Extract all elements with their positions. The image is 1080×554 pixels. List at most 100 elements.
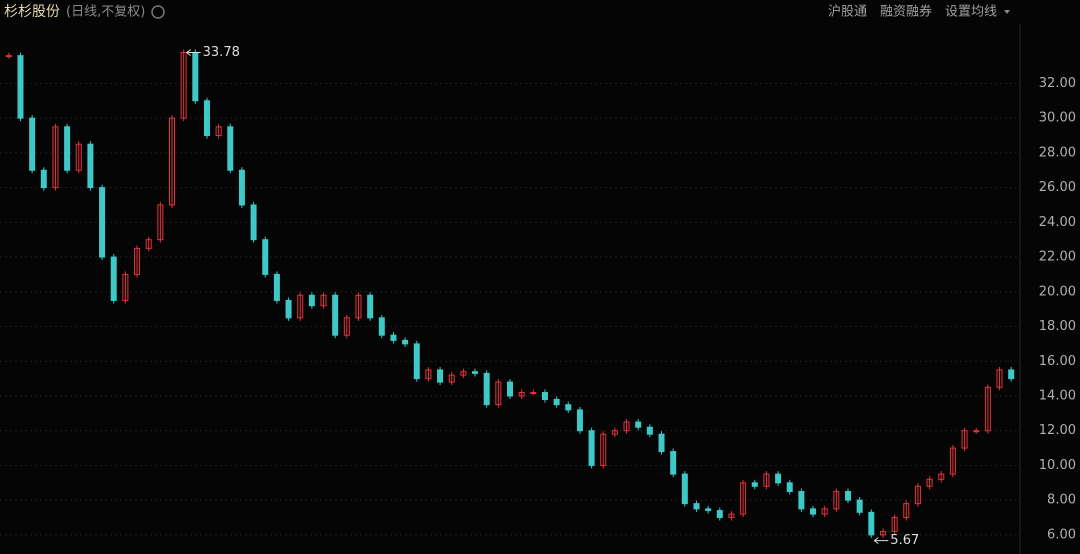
settings-icon[interactable] [151,5,165,19]
candle-body [425,369,432,380]
candle-body [565,404,572,411]
candle-body [320,294,327,307]
menu-item[interactable]: 沪股通 [828,4,867,20]
candle-body [262,239,269,275]
candle-body [845,490,851,501]
stock-name: 杉杉股份 [4,4,60,20]
candle-body [332,294,339,336]
candle-body [355,294,362,319]
candle-body [879,530,886,536]
candle-body [681,473,688,505]
candle-body [437,369,444,383]
candle-body [938,473,945,480]
candle-body [576,409,583,432]
candle-body [308,294,315,307]
candle-body [541,392,548,400]
candle-body [798,490,805,510]
candle-body [75,143,82,171]
candle-body [635,421,642,428]
candle-body [600,433,607,466]
candle-body [169,117,175,206]
high-label: 33.78 [203,45,240,60]
candle-body [5,55,12,58]
candle-body [413,343,420,380]
y-tick-label: 20.00 [1039,284,1076,299]
menu-item[interactable]: 设置均线 [945,5,997,20]
candle-body [367,294,374,319]
candle-body [1008,369,1015,380]
candle-body [64,126,71,171]
candle-body [868,511,875,536]
candle-body [192,52,199,102]
y-tick-label: 24.00 [1039,215,1076,230]
y-tick-label: 6.00 [1047,527,1076,542]
y-tick-label: 18.00 [1039,319,1076,334]
candle-body [716,510,723,519]
y-tick-label: 12.00 [1039,423,1076,438]
candle-body [646,426,653,435]
candle-body [763,473,770,487]
candle-body [29,117,36,171]
candle-body [553,398,560,406]
candle-body [961,430,968,449]
candle-body [448,374,455,383]
candle-body [973,430,980,433]
candle-body [810,508,817,515]
candle-body [984,386,991,432]
candle-body [623,421,630,432]
y-tick-label: 16.00 [1039,354,1076,369]
candle-body [530,392,537,395]
candle-body [821,508,828,515]
chart-mode: (日线,不复权) [66,4,145,20]
candle-body [705,508,712,512]
candle-body [87,143,94,189]
y-tick-label: 30.00 [1039,111,1076,126]
candle-body [658,433,665,453]
y-tick-label: 28.00 [1039,145,1076,160]
candle-body [215,126,222,137]
candle-body [611,430,618,435]
candle-body [949,447,956,475]
candle-body [693,503,700,510]
candle-body [227,126,234,171]
candle-body [786,482,793,492]
high-pointer [186,49,201,56]
candle-body [17,55,24,119]
candle-body [495,381,502,406]
candle-body [670,451,677,475]
candle-body [238,169,245,206]
candle-body [891,517,898,532]
candle-body [518,392,525,397]
candle-body [996,369,1003,388]
candle-body [122,273,129,301]
candle-body [203,100,210,137]
y-tick-label: 32.00 [1039,76,1076,91]
menu-item[interactable]: 融资融券 [880,4,932,20]
candle-body [751,482,758,487]
candle-body [926,478,933,487]
candle-body [588,430,595,466]
candle-body [507,381,513,397]
candle-body [390,334,397,341]
candle-body [180,52,187,119]
candle-body [472,371,479,374]
candle-body [52,126,59,189]
low-pointer [874,537,889,545]
candle-body [775,473,782,484]
candle-body [914,485,921,505]
y-tick-label: 8.00 [1047,493,1076,508]
candle-body [856,499,863,513]
y-tick-label: 26.00 [1039,180,1076,195]
y-tick-label: 10.00 [1039,458,1076,473]
candle-body [740,482,747,515]
dropdown-arrow[interactable] [1004,10,1010,14]
candle-body [99,187,106,258]
candle-body [378,317,385,336]
candle-body [110,256,117,301]
candle-body [483,372,490,406]
y-tick-label: 14.00 [1039,388,1076,403]
candle-body [728,513,735,519]
low-label: 5.67 [890,533,919,548]
candle-body [145,239,152,249]
